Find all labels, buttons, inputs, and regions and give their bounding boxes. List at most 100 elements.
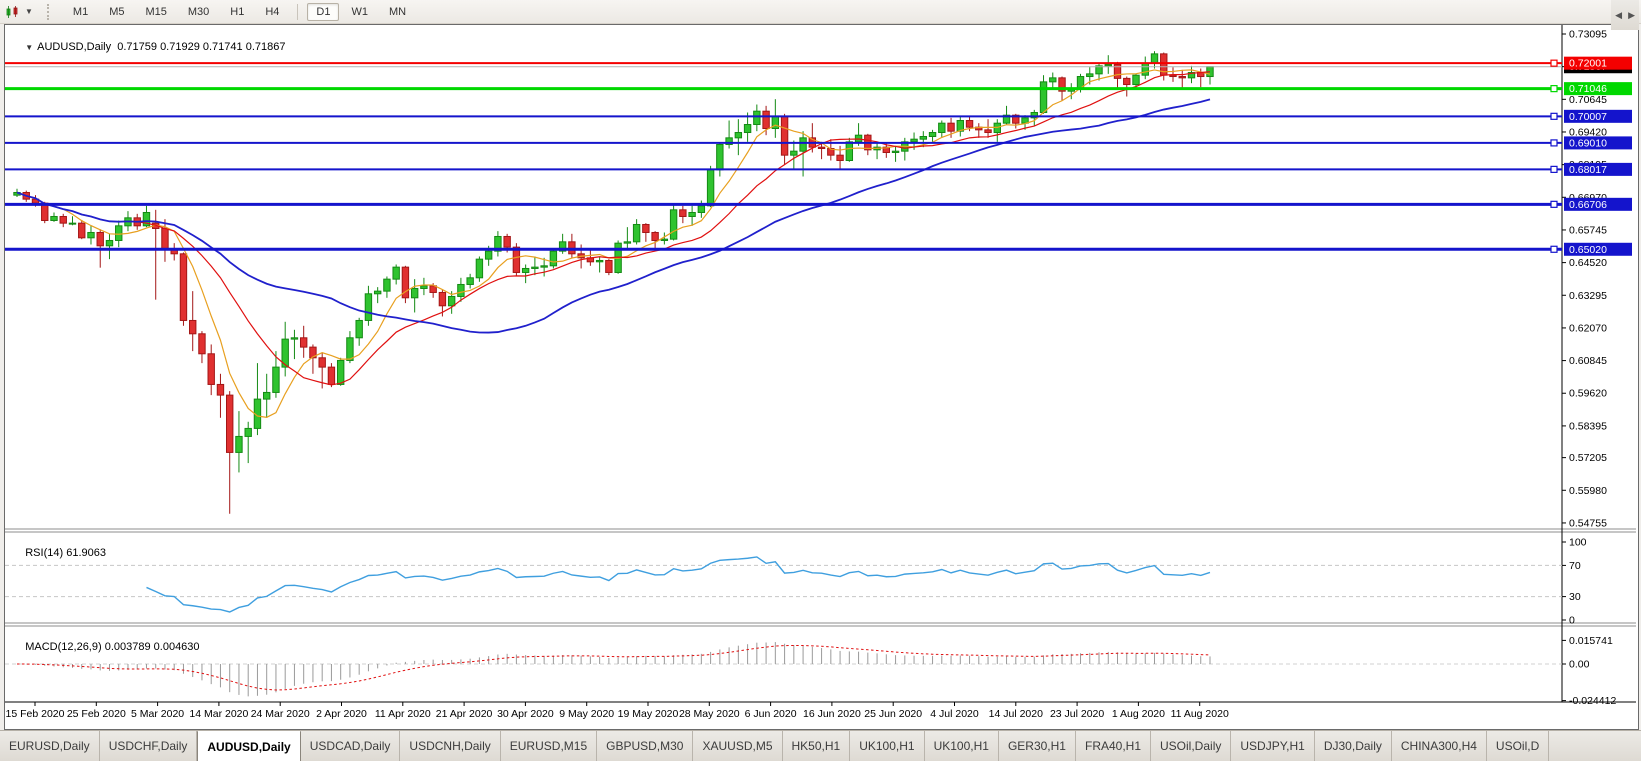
timeframe-button-h1[interactable]: H1 [230,5,245,18]
date-label[interactable]: 28 May 2020 [679,708,740,720]
price-level-anchor[interactable] [1550,112,1558,120]
date-label[interactable]: 4 Jul 2020 [930,708,979,720]
date-label[interactable]: 2 Apr 2020 [316,708,367,720]
date-label[interactable]: 14 Jul 2020 [989,708,1043,720]
chart-title-caret-icon[interactable]: ▼ [25,43,34,52]
date-label[interactable]: 1 Aug 2020 [1112,708,1165,720]
chart-tab-gbpusd-m30[interactable]: GBPUSD,M30 [597,731,694,761]
candle-body [475,258,484,279]
candle-body [272,366,280,393]
date-label[interactable]: 24 Mar 2020 [251,708,310,720]
price-level-badge[interactable] [1564,109,1632,123]
candle-body [327,366,336,385]
date-label[interactable]: 25 Jun 2020 [864,708,922,720]
chart-tab-fra40-h1[interactable]: FRA40,H1 [1076,731,1152,761]
candle-body [1030,112,1038,119]
price-tick-label: 0.54755 [1569,517,1607,529]
chart-tab-eurusd-m15[interactable]: EURUSD,M15 [501,731,598,761]
chart-tab-usdjpy-h1[interactable]: USDJPY,H1 [1231,731,1315,761]
chart-type-icon[interactable] [3,3,23,21]
candle-body [928,132,937,138]
timeframe-button-d1[interactable]: D1 [307,2,340,21]
date-label[interactable]: 11 Apr 2020 [375,708,431,720]
candle-body [50,215,58,221]
chart-tab-uk100-h1[interactable]: UK100,H1 [850,731,925,761]
date-label[interactable]: 14 Mar 2020 [189,708,248,720]
candle-body [531,266,539,269]
timeframe-button-m1[interactable]: M1 [72,5,89,18]
candle-body [669,209,678,240]
candle-body [521,267,530,273]
chart-tab-dj30-daily[interactable]: DJ30,Daily [1315,731,1392,761]
candle-body [910,138,918,143]
date-label[interactable]: 11 Aug 2020 [1171,708,1229,720]
rsi-tick-label: 30 [1569,591,1581,603]
date-label[interactable]: 15 Feb 2020 [6,708,65,720]
tab-scroll-left-icon[interactable]: ◀ [1615,9,1623,20]
timeframe-button-m15[interactable]: M15 [145,5,167,18]
price-level-badge[interactable] [1564,242,1632,256]
candle-body [836,154,844,162]
candle-body [105,239,114,247]
date-label[interactable]: 16 Jun 2020 [803,708,861,720]
price-level-badge[interactable] [1564,136,1632,150]
chart-tab-usdchf-daily[interactable]: USDCHF,Daily [100,731,198,761]
timeframe-button-w1[interactable]: W1 [351,5,368,18]
tab-scroll-right-icon[interactable]: ▶ [1628,9,1635,20]
chart-tab-usdcnh-daily[interactable]: USDCNH,Daily [400,731,501,761]
candle-body [429,285,437,293]
date-label[interactable]: 25 Feb 2020 [67,708,126,720]
price-tick-label: 0.70645 [1569,94,1607,106]
candle-body [595,259,604,263]
price-level-badge[interactable] [1564,82,1632,96]
candle-body [790,150,798,156]
candle-body [68,222,77,225]
chart-tab-usoil-daily[interactable]: USOil,Daily [1151,731,1232,761]
chart-tab-eurusd-daily[interactable]: EURUSD,Daily [0,731,100,761]
date-label[interactable]: 19 May 2020 [618,708,679,720]
price-level-anchor[interactable] [1550,165,1558,173]
candle-body [780,116,789,156]
price-level-anchor[interactable] [1550,59,1558,67]
date-label[interactable]: 5 Mar 2020 [131,708,184,720]
date-label[interactable]: 30 Apr 2020 [497,708,554,720]
date-label[interactable]: 9 May 2020 [559,708,614,720]
candle-body [642,223,650,233]
chart-tab-audusd-daily[interactable]: AUDUSD,Daily [197,731,301,761]
toolbar-grip-handle[interactable] [46,3,54,20]
macd-header: MACD(12,26,9) 0.003789 0.004630 [13,629,199,665]
candle-body [947,122,955,132]
chevron-down-icon[interactable]: ▼ [25,7,33,16]
chart-tab-ger30-h1[interactable]: GER30,H1 [999,731,1076,761]
candle-body [1012,114,1020,124]
price-level-anchor[interactable] [1550,85,1558,93]
price-level-badge[interactable] [1564,162,1632,176]
chart-tab-usoil-d[interactable]: USOil,D [1487,731,1550,761]
chart-tab-usdcad-daily[interactable]: USDCAD,Daily [301,731,401,761]
candle-body [1178,76,1186,79]
candle-body [632,223,641,243]
chart-tab-bar: EURUSD,Daily USDCHF,Daily AUDUSD,Daily USDC… [0,730,1641,761]
candle-body [87,231,95,239]
candle-body [651,231,659,241]
date-label[interactable]: 21 Apr 2020 [436,708,493,720]
candle-body [235,435,243,453]
price-level-badge[interactable] [1564,197,1632,211]
timeframe-button-mn[interactable]: MN [388,5,407,18]
chart-tab-china300-h4[interactable]: CHINA300,H4 [1392,731,1487,761]
chart-tab-uk100-h1[interactable]: UK100,H1 [925,731,999,761]
candle-body [216,383,225,396]
price-level-anchor[interactable] [1550,245,1558,253]
chart-tab-hk50-h1[interactable]: HK50,H1 [783,731,851,761]
price-level-anchor[interactable] [1550,139,1558,147]
date-label[interactable]: 23 Jul 2020 [1050,708,1104,720]
timeframe-button-m5[interactable]: M5 [109,5,125,18]
price-tick-label: 0.63295 [1569,290,1607,302]
candle-body [1058,77,1066,92]
timeframe-button-m30[interactable]: M30 [187,5,210,18]
price-level-badge[interactable] [1564,56,1632,70]
timeframe-button-h4[interactable]: H4 [265,5,280,18]
price-level-anchor[interactable] [1550,200,1558,208]
chart-tab-xauusd-m5[interactable]: XAUUSD,M5 [693,731,783,761]
date-label[interactable]: 6 Jun 2020 [745,708,797,720]
